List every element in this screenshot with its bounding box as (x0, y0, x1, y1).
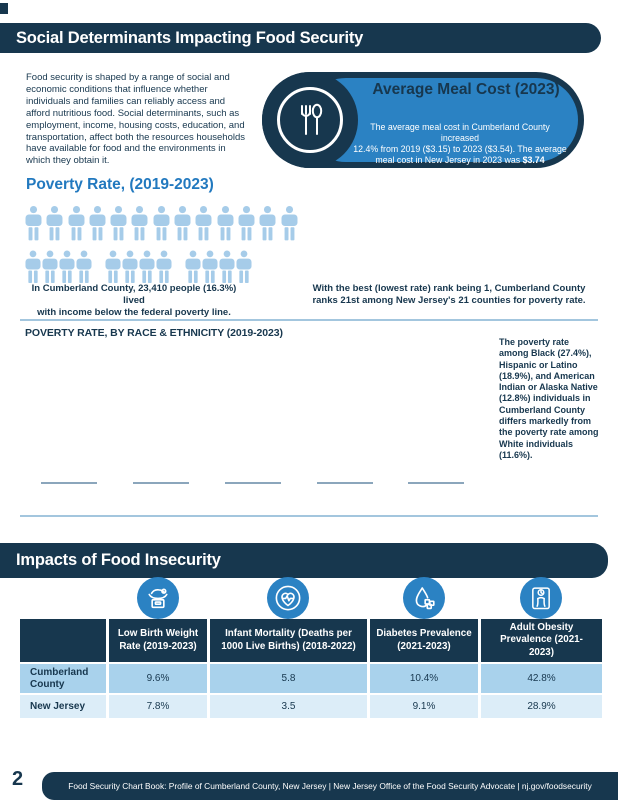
cell-value: 10.4% (370, 664, 478, 693)
diabetes-drop-icon (403, 577, 445, 619)
person-icon (174, 205, 191, 241)
average-meal-cost-callout: Average Meal Cost (2023) The average mea… (262, 72, 584, 168)
person-icon (156, 250, 172, 283)
plate-ring (277, 87, 343, 153)
corner-notch (0, 3, 8, 14)
pictogram-row-2 (25, 248, 315, 288)
person-icon (259, 205, 276, 241)
row-label: Cumberland County (20, 664, 106, 693)
poverty-rate-heading: Poverty Rate, (2019-2023) (26, 176, 214, 193)
section-divider-bottom (20, 515, 598, 517)
footer-text: Food Security Chart Book: Profile of Cum… (68, 781, 592, 791)
person-icon (46, 205, 63, 241)
bar-baseline-tick (225, 482, 281, 484)
callout-body-bold-value: $3.74 (522, 154, 545, 165)
cell-value: 5.8 (210, 664, 367, 693)
cell-value: 42.8% (481, 664, 602, 693)
chart-baseline-ticks (0, 482, 618, 484)
impacts-heading: Impacts of Food Insecurity (0, 543, 608, 578)
person-icon (236, 250, 252, 283)
person-icon (131, 205, 148, 241)
fork-spoon-icon (262, 72, 358, 168)
bar-baseline-tick (408, 482, 464, 484)
person-icon (89, 205, 106, 241)
person-icon (68, 205, 85, 241)
person-icon (195, 205, 212, 241)
pictogram-group (185, 248, 252, 288)
header-cell-low-birth-weight: Low Birth Weight Rate (2019-2023) (109, 619, 207, 662)
pictogram-group (105, 248, 172, 288)
impacts-table: Low Birth Weight Rate (2019-2023) Infant… (20, 619, 602, 718)
poverty-rank-note: With the best (lowest rate) rank being 1… (312, 283, 586, 306)
heart-pulse-icon (267, 577, 309, 619)
row-label: New Jersey (20, 695, 106, 718)
header-cell-diabetes: Diabetes Prevalence (2021-2023) (370, 619, 478, 662)
cell-value: 9.1% (370, 695, 478, 718)
table-row-cumberland: Cumberland County 9.6% 5.8 10.4% 42.8% (20, 664, 602, 693)
person-icon (139, 250, 155, 283)
person-icon (59, 250, 75, 283)
person-icon (122, 250, 138, 283)
person-icon (42, 250, 58, 283)
callout-body: The average meal cost in Cumberland Coun… (350, 122, 570, 166)
race-ethnicity-heading: POVERTY RATE, BY RACE & ETHNICITY (2019-… (25, 327, 283, 339)
callout-title: Average Meal Cost (2023) (372, 81, 560, 98)
cell-value: 3.5 (210, 695, 367, 718)
person-icon (25, 205, 42, 241)
pictogram-row-1 (25, 204, 315, 245)
bar-baseline-tick (133, 482, 189, 484)
poverty-pictogram (25, 204, 315, 288)
header-cell-obesity: Adult Obesity Prevalence (2021- 2023) (481, 619, 602, 662)
page-title: Social Determinants Impacting Food Secur… (0, 23, 601, 53)
section-divider-top (20, 319, 598, 321)
person-icon (202, 250, 218, 283)
bar-baseline-tick (41, 482, 97, 484)
header-cell-empty (20, 619, 106, 662)
person-icon (238, 205, 255, 241)
person-icon (110, 205, 127, 241)
cell-value: 7.8% (109, 695, 207, 718)
obesity-scale-icon (520, 577, 562, 619)
person-icon (217, 205, 234, 241)
callout-body-text: The average meal cost in Cumberland Coun… (353, 122, 567, 165)
person-icon (281, 205, 298, 241)
person-icon (185, 250, 201, 283)
table-row-new-jersey: New Jersey 7.8% 3.5 9.1% 28.9% (20, 695, 602, 718)
person-icon (76, 250, 92, 283)
pictogram-group (25, 248, 92, 288)
cell-value: 9.6% (109, 664, 207, 693)
race-ethnicity-note: The poverty rate among Black (27.4%), Hi… (499, 337, 599, 460)
intro-paragraph: Food security is shaped by a range of so… (26, 72, 245, 167)
table-header-row: Low Birth Weight Rate (2019-2023) Infant… (20, 619, 602, 662)
person-icon (153, 205, 170, 241)
bar-baseline-tick (317, 482, 373, 484)
poverty-caption: In Cumberland County, 23,410 people (16.… (31, 283, 237, 318)
footer-bar: Food Security Chart Book: Profile of Cum… (42, 772, 618, 800)
person-icon (25, 250, 41, 283)
cell-value: 28.9% (481, 695, 602, 718)
header-cell-infant-mortality: Infant Mortality (Deaths per 1000 Live B… (210, 619, 367, 662)
page-number: 2 (12, 768, 24, 790)
person-icon (105, 250, 121, 283)
baby-scale-icon (137, 577, 179, 619)
person-icon (219, 250, 235, 283)
